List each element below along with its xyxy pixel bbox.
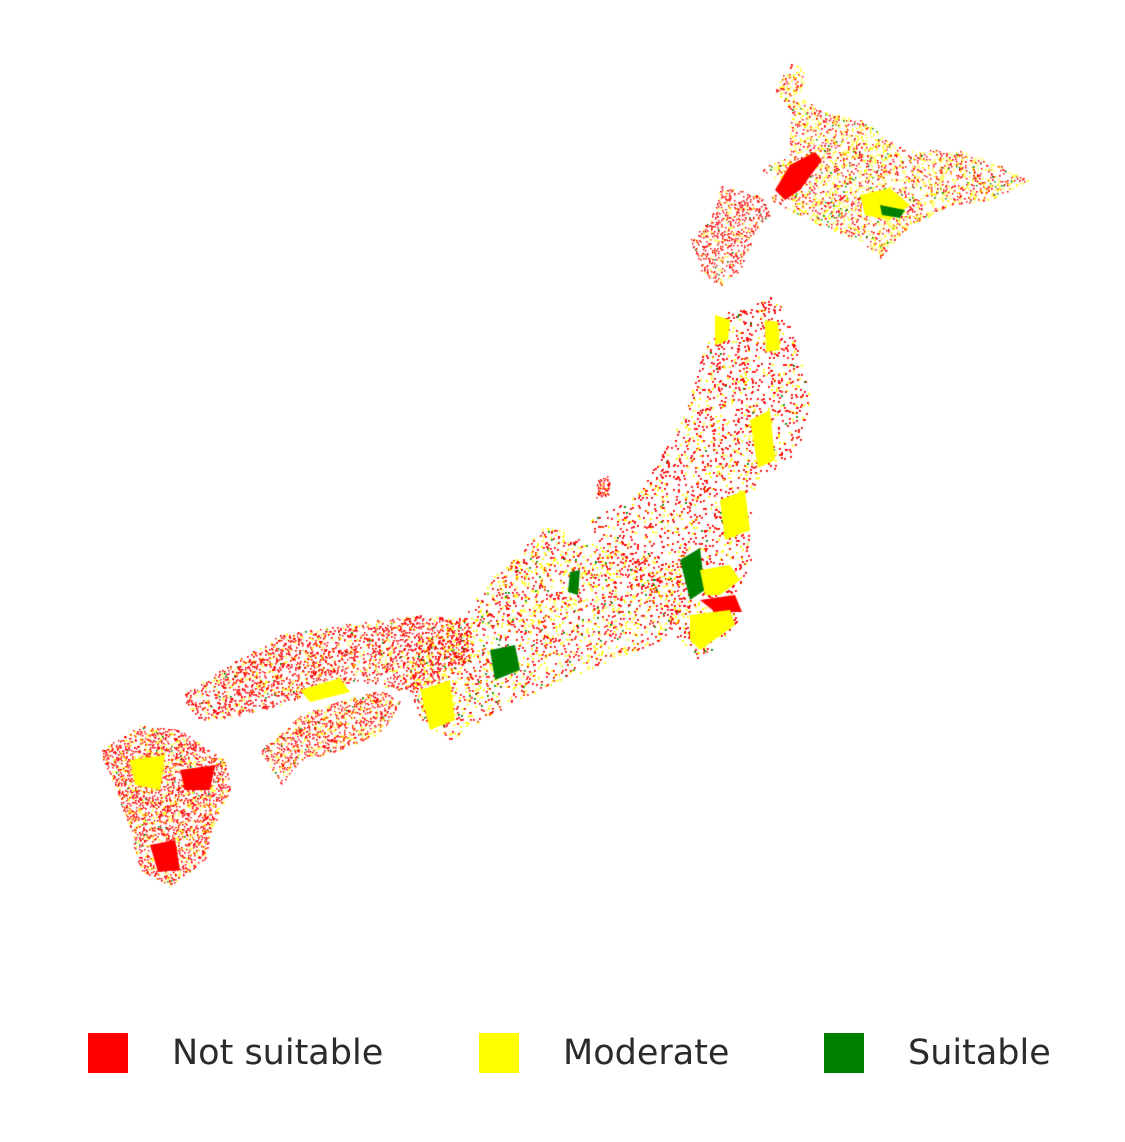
- legend-item-moderate: Moderate: [479, 1033, 729, 1073]
- legend-swatch-not-suitable: [88, 1033, 128, 1073]
- suitability-map: [0, 0, 1125, 1000]
- legend-item-suitable: Suitable: [824, 1033, 1051, 1073]
- legend-label-moderate: Moderate: [563, 1033, 730, 1073]
- legend-swatch-suitable: [824, 1033, 864, 1073]
- legend-item-not-suitable: Not suitable: [88, 1033, 383, 1073]
- legend-swatch-moderate: [479, 1033, 519, 1073]
- legend: Not suitable Moderate Suitable: [0, 1020, 1125, 1090]
- legend-label-suitable: Suitable: [908, 1033, 1051, 1073]
- legend-label-not-suitable: Not suitable: [172, 1033, 384, 1073]
